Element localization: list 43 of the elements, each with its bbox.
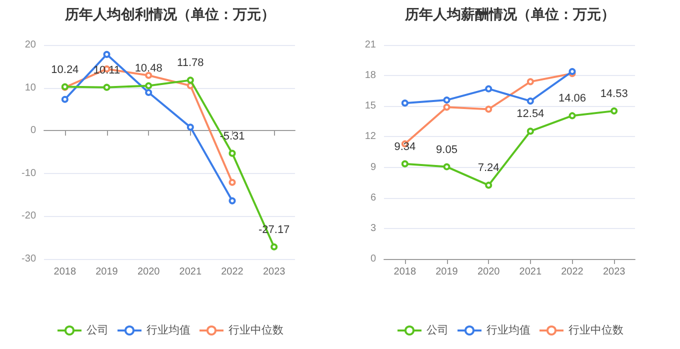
x-tick-label: 2021 <box>519 266 542 278</box>
y-tick-label: 18 <box>364 70 376 82</box>
data-label: 14.06 <box>558 92 586 105</box>
data-label: 11.78 <box>177 57 204 70</box>
x-tick-label: 2023 <box>602 266 626 278</box>
chart-title: 历年人均创利情况（单位：万元） <box>64 6 275 22</box>
data-label: 9.34 <box>394 140 416 153</box>
y-tick-label: 21 <box>364 40 376 50</box>
data-label: 7.24 <box>478 162 500 174</box>
y-tick-label: 6 <box>370 192 376 204</box>
y-tick-label: 0 <box>30 125 36 136</box>
legend-label: 行业均值 <box>486 324 530 336</box>
x-tick-label: 2020 <box>137 266 160 278</box>
legend-label: 公司 <box>86 324 108 336</box>
legend-label: 行业中位数 <box>568 324 624 336</box>
data-label: 10.48 <box>134 62 162 75</box>
legend-label: 行业中位数 <box>228 324 284 336</box>
x-tick-label: 2022 <box>561 266 584 278</box>
y-tick-label: 10 <box>24 82 36 94</box>
x-tick-label: 2018 <box>394 266 416 278</box>
legend-label: 行业均值 <box>146 324 190 336</box>
x-tick-label: 2019 <box>96 266 118 278</box>
y-tick-label: 0 <box>370 254 376 264</box>
data-label: 12.54 <box>516 108 544 120</box>
data-label: 14.53 <box>600 88 628 100</box>
y-tick-label: 9 <box>370 162 376 173</box>
y-tick-label: -20 <box>22 210 36 222</box>
x-tick-label: 2022 <box>221 266 244 278</box>
legend-label: 公司 <box>426 324 448 336</box>
x-tick-label: 2018 <box>54 266 76 278</box>
x-tick-label: 2021 <box>179 266 202 278</box>
y-tick-label: -10 <box>22 168 36 179</box>
data-label: 9.05 <box>436 144 458 156</box>
x-tick-label: 2023 <box>262 266 286 278</box>
chart-title: 历年人均薪酬情况（单位：万元） <box>404 6 615 22</box>
x-tick-label: 2019 <box>436 266 458 278</box>
x-tick-label: 2020 <box>477 266 500 278</box>
y-tick-label: 15 <box>364 100 376 112</box>
y-tick-label: -30 <box>22 254 36 264</box>
y-tick-label: 3 <box>370 222 376 234</box>
y-tick-label: 12 <box>364 131 376 142</box>
y-tick-label: 20 <box>24 40 36 50</box>
data-label: 10.24 <box>51 64 79 76</box>
